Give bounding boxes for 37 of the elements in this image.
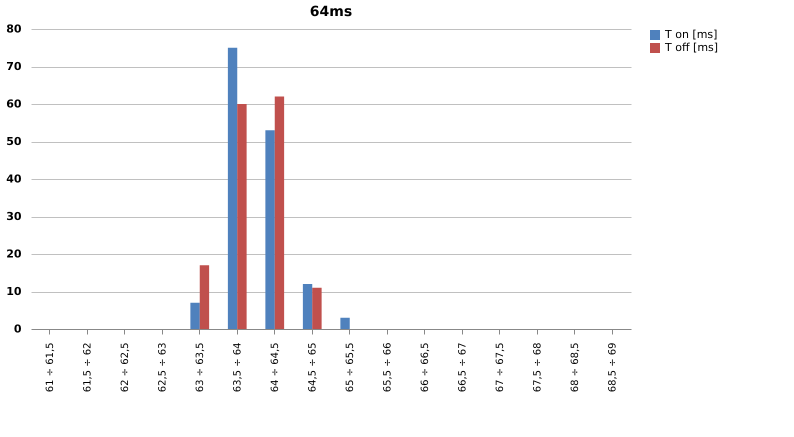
legend-label: T on [ms] [664, 28, 718, 41]
x-tick-label: 61,5 ÷ 62 [82, 342, 94, 392]
y-tick-label: 20 [6, 248, 22, 260]
x-tick-label: 68 ÷ 68,5 [570, 342, 581, 392]
chart-title: 64ms [310, 4, 352, 20]
x-tick-label: 64,5 ÷ 65 [307, 342, 318, 392]
y-tick-label: 70 [6, 60, 22, 73]
bar [237, 104, 247, 329]
bar [302, 284, 312, 329]
bar [312, 288, 322, 329]
x-tick-label: 62,5 ÷ 63 [157, 342, 168, 392]
x-tick-label: 62 ÷ 62,5 [120, 342, 131, 392]
x-tick-label: 66,5 ÷ 67 [457, 342, 468, 392]
x-tick-label: 64 ÷ 64,5 [270, 342, 281, 392]
legend-label: T off [ms] [664, 41, 718, 54]
x-tick-label: 67,5 ÷ 68 [532, 342, 544, 392]
y-tick-label: 60 [6, 98, 22, 110]
x-tick-label: 65 ÷ 65,5 [344, 342, 356, 392]
y-tick-label: 40 [6, 172, 22, 186]
bar [274, 96, 284, 329]
bar [340, 318, 350, 329]
x-tick-label: 63,5 ÷ 64 [232, 342, 244, 392]
x-tick-label: 61 ÷ 61,5 [44, 342, 56, 392]
x-tick-label: 65,5 ÷ 66 [382, 342, 394, 392]
y-tick-label: 0 [14, 322, 22, 336]
y-tick-label: 50 [6, 135, 22, 148]
x-tick-label: 66 ÷ 66,5 [420, 342, 431, 392]
y-tick-label: 30 [6, 210, 22, 223]
x-tick-label: 67 ÷ 67,5 [494, 342, 506, 392]
bar [265, 130, 275, 329]
bar [228, 48, 238, 329]
y-tick-label: 80 [6, 22, 22, 36]
x-tick-label: 63 ÷ 63,5 [194, 342, 206, 392]
bar [200, 265, 210, 329]
y-tick-label: 10 [6, 285, 22, 298]
bar [190, 302, 200, 329]
x-tick-label: 68,5 ÷ 69 [607, 342, 618, 392]
